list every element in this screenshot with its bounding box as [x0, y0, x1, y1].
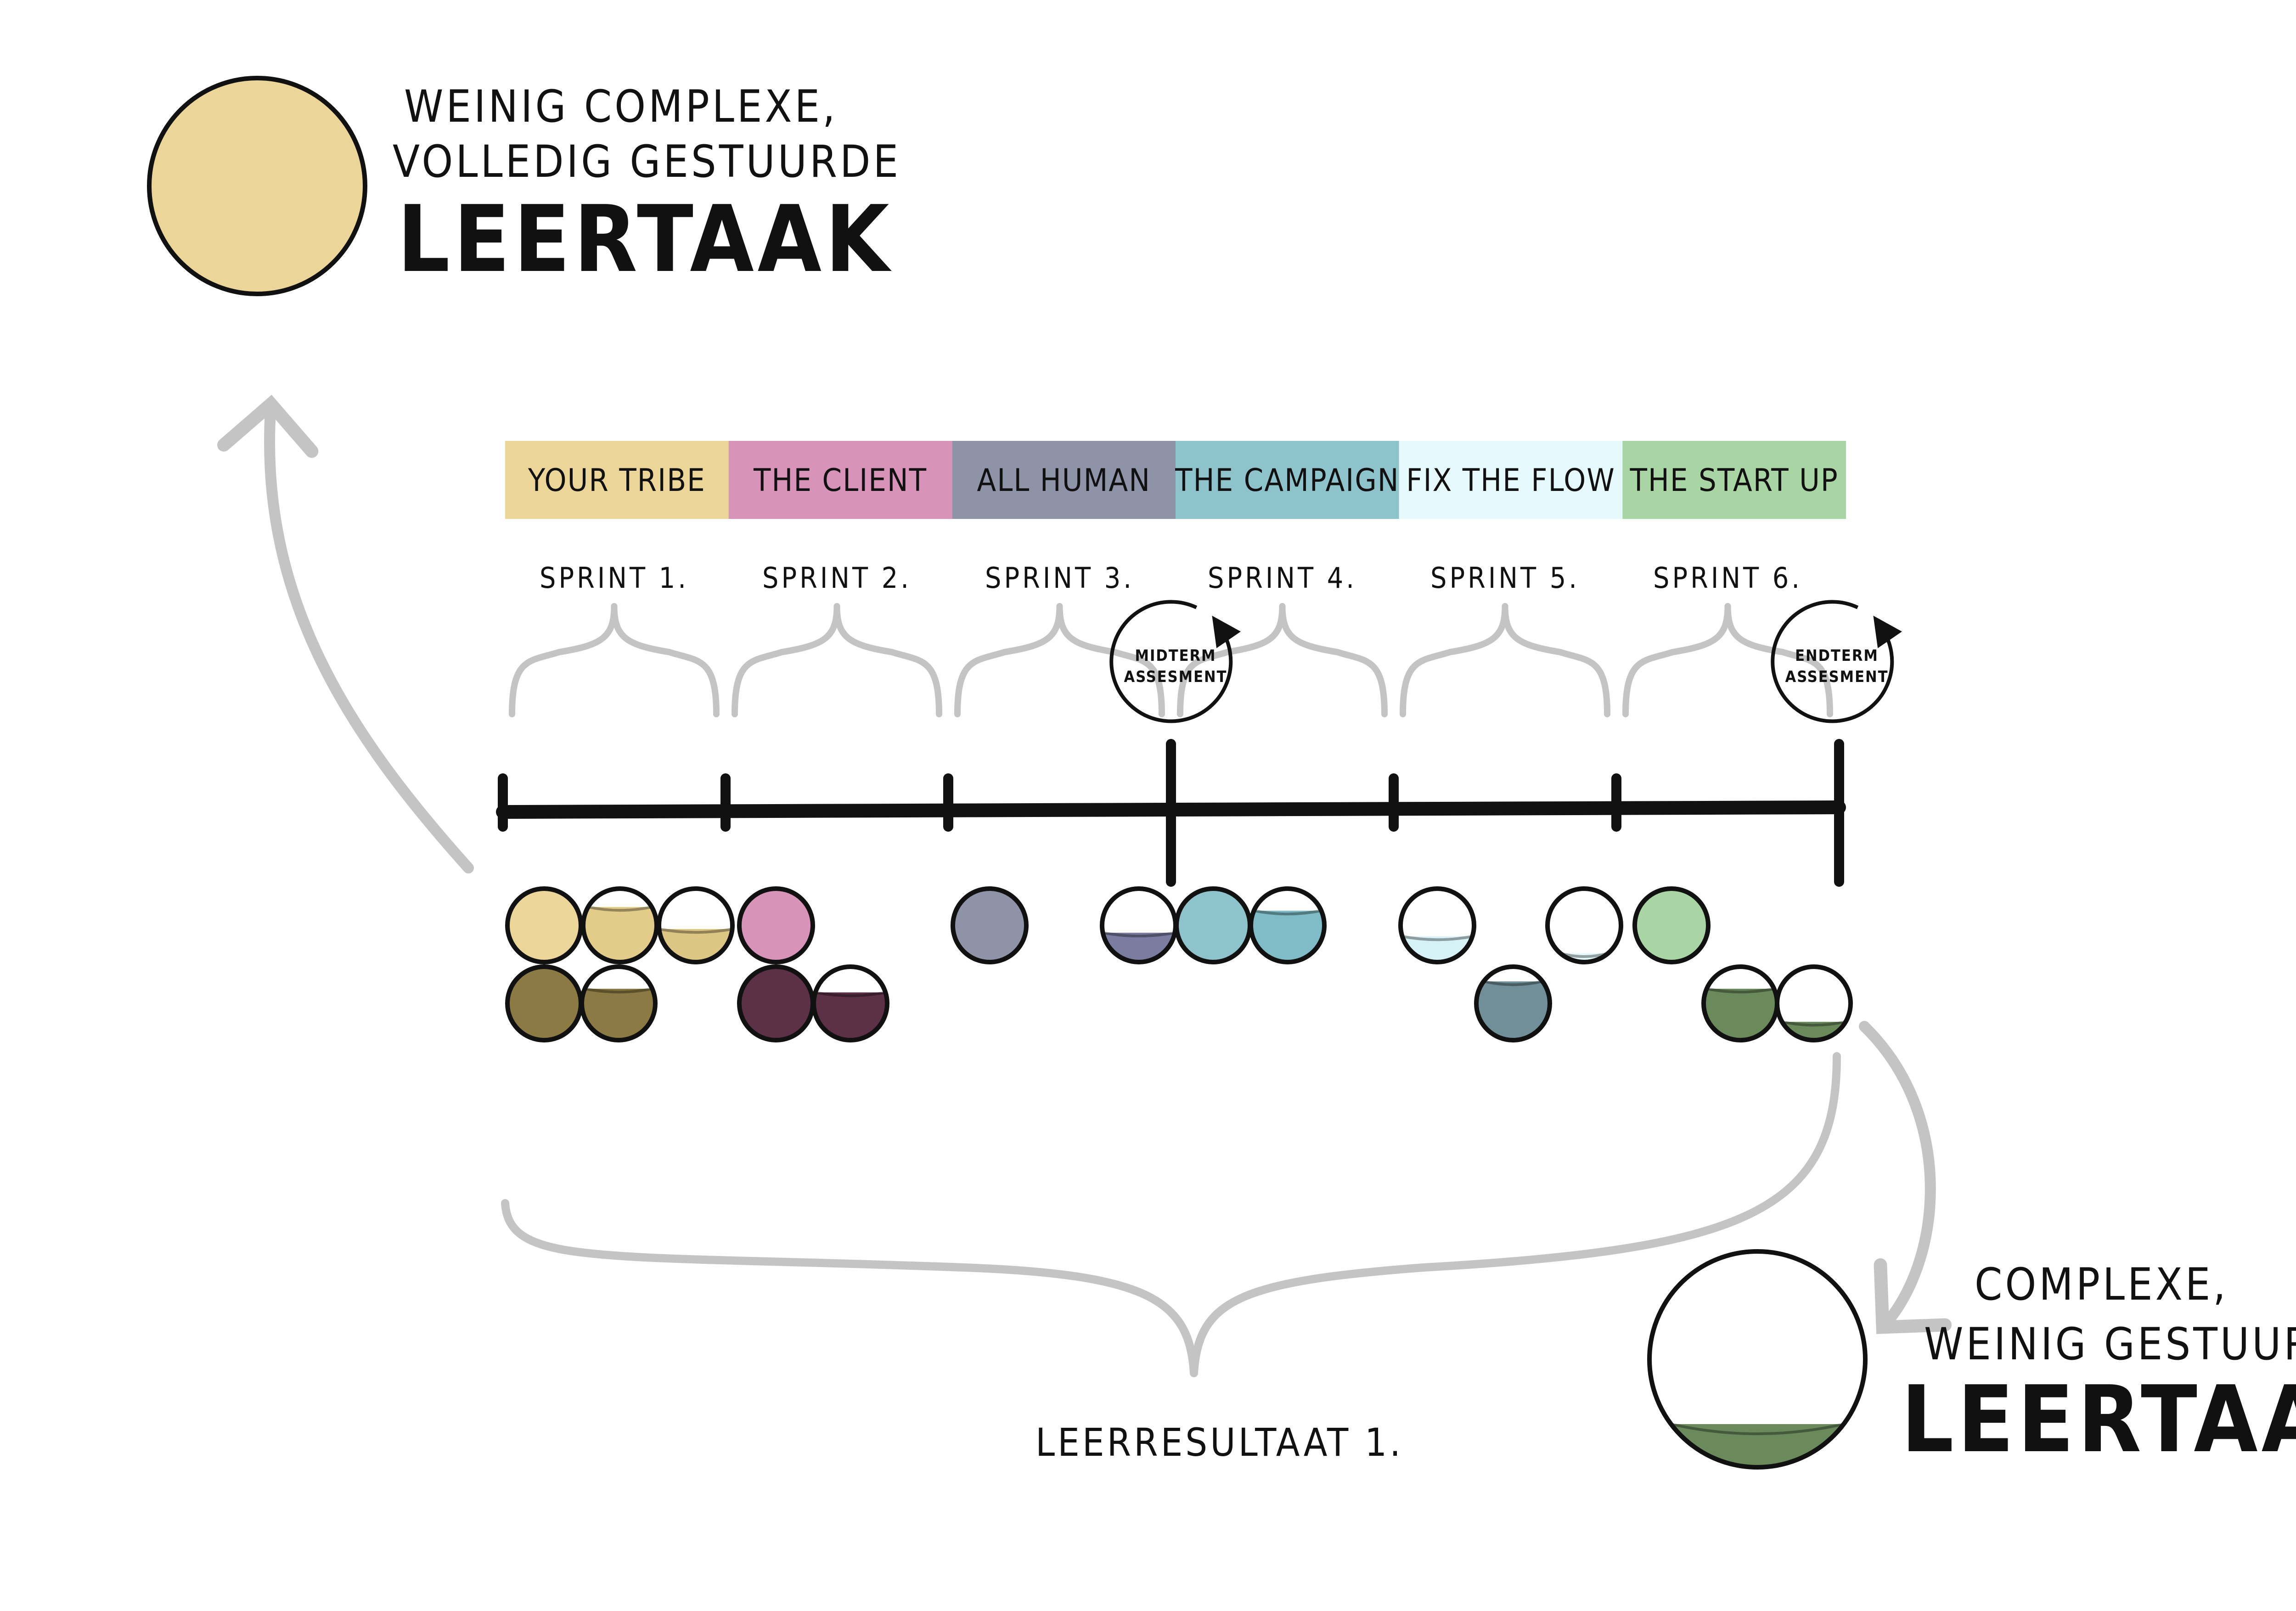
sprint-brace [732, 603, 942, 717]
bottom-card-line2: WEINIG GESTUURDE [1924, 1318, 2296, 1370]
task-circle [1545, 886, 1623, 964]
sprint-brace [509, 603, 720, 717]
top-card-line2: VOLLEDIG GESTUURDE [393, 136, 901, 187]
sprint-label: SPRINT 2. [762, 561, 912, 595]
project-block [952, 441, 1176, 519]
top-card-circle [147, 76, 367, 296]
task-circles [505, 886, 1853, 1042]
cycle-arrow-icon [1109, 600, 1241, 723]
result-brace [501, 1052, 1841, 1377]
project-bar: YOUR TRIBE THE CLIENT ALL HUMAN THE CAMPAIG… [505, 441, 1846, 519]
sprint-label: SPRINT 3. [985, 561, 1134, 595]
assessment-badge: ENDTERM ASSESMENT [1771, 600, 1902, 723]
task-circle [1701, 964, 1779, 1042]
sprint-brace [1177, 603, 1388, 717]
sprint-brace [1400, 603, 1610, 717]
project-block [505, 441, 729, 519]
sprint-brace [1622, 603, 1833, 717]
project-label: THE CLIENT [753, 462, 927, 499]
bottom-card-line1: COMPLEXE, [1975, 1259, 2228, 1310]
project-block [1399, 441, 1623, 519]
bottom-card-circle [1647, 1249, 1868, 1470]
project-block [1176, 441, 1399, 519]
sprint-label: SPRINT 6. [1653, 561, 1802, 595]
cycle-arrow-icon [1771, 600, 1902, 723]
project-label: YOUR TRIBE [528, 462, 706, 499]
task-circle [1249, 886, 1327, 964]
assessment-badge: MIDTERM ASSESMENT [1109, 600, 1241, 723]
sprint-label: SPRINT 4. [1208, 561, 1357, 595]
timeline [496, 739, 1846, 887]
top-card-fill [147, 76, 367, 296]
project-block [728, 441, 952, 519]
top-card-title: LEERTAAK [397, 186, 893, 293]
sprint-brace [954, 603, 1165, 717]
bottom-card-fill [1647, 1249, 1868, 1470]
bottom-card: COMPLEXE, WEINIG GESTUURDE LEERTAAK [1647, 1249, 2296, 1473]
task-circle [811, 964, 889, 1042]
task-circle [1398, 886, 1476, 964]
task-circle [1632, 886, 1711, 964]
result-label: LEERRESULTAAT 1. [1035, 1420, 1403, 1465]
project-block [1622, 441, 1846, 519]
task-circle [657, 886, 735, 964]
sprint-row: SPRINT 1. SPRINT 2. SPRINT 3. SPRINT 4. SPRI… [509, 561, 1833, 717]
arrow-to-bottom-card [1859, 1021, 1952, 1334]
task-circle [951, 886, 1029, 964]
assessment-line2: ASSESMENT [1124, 668, 1227, 686]
arrow-to-top-card [217, 394, 474, 873]
task-circle [505, 886, 583, 964]
sprint-label: SPRINT 1. [540, 561, 689, 595]
task-circle [737, 886, 815, 964]
task-circle [737, 964, 815, 1042]
task-circle [1100, 886, 1178, 964]
project-label: THE START UP [1630, 462, 1839, 499]
project-label: THE CAMPAIGN [1175, 462, 1399, 499]
assessment-line2: ASSESMENT [1785, 668, 1889, 686]
task-circle [1474, 964, 1552, 1042]
task-circle [1174, 886, 1252, 964]
project-label: FIX THE FLOW [1406, 462, 1615, 499]
bottom-card-title: LEERTAAK [1901, 1366, 2296, 1473]
project-label: ALL HUMAN [977, 462, 1151, 499]
assessment-line1: ENDTERM [1795, 647, 1879, 665]
task-circle [1775, 964, 1853, 1042]
top-card-line1: WEINIG COMPLEXE, [404, 81, 838, 132]
assessment-badges: MIDTERM ASSESMENT ENDTERM ASSESMENT [1109, 600, 1902, 723]
task-circle [580, 964, 658, 1042]
sprint-label: SPRINT 5. [1430, 561, 1580, 595]
top-card: WEINIG COMPLEXE, VOLLEDIG GESTUURDE LEER… [147, 76, 901, 296]
assessment-line1: MIDTERM [1135, 647, 1216, 665]
task-circle [505, 964, 583, 1042]
